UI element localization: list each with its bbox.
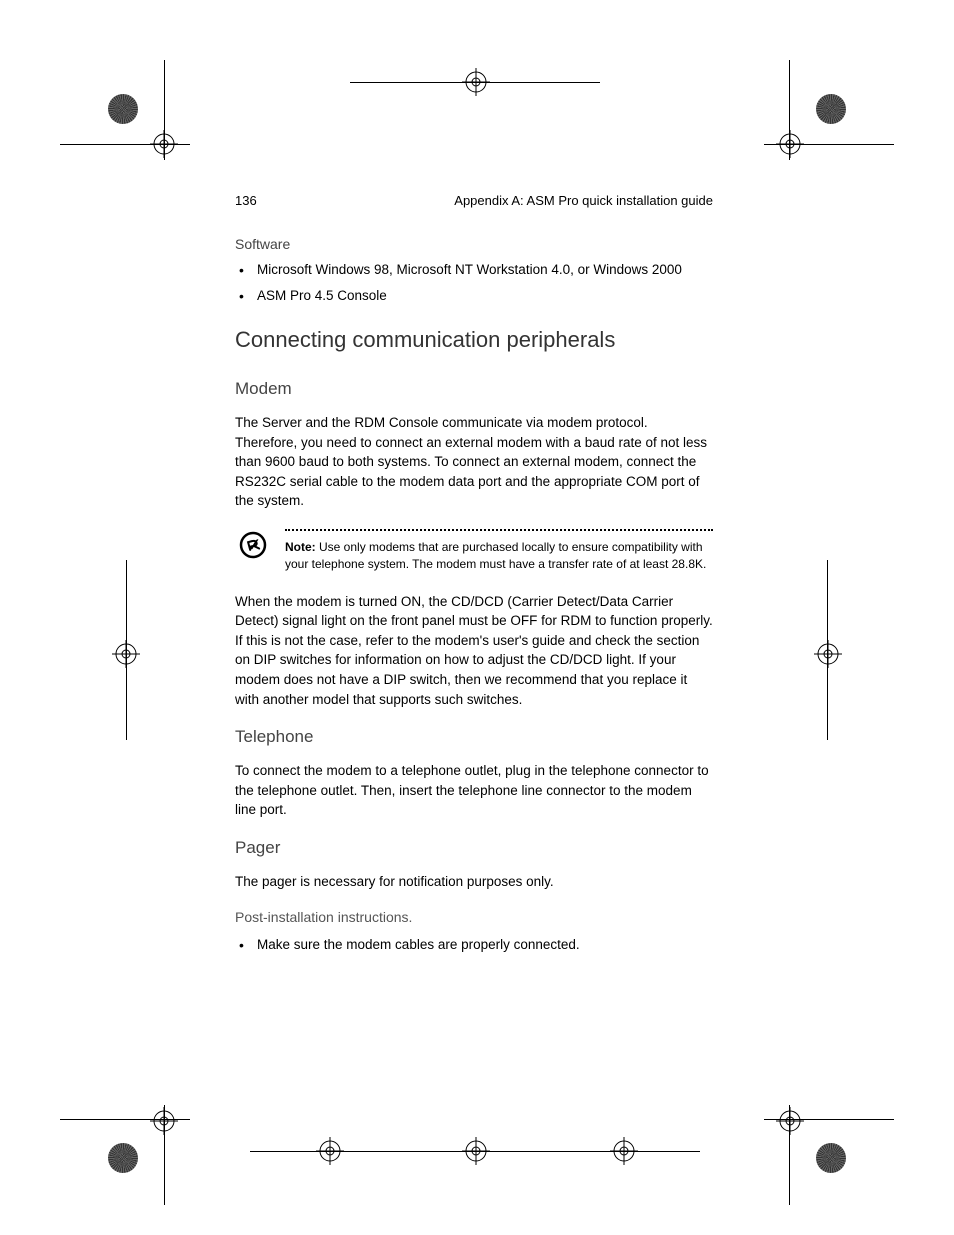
crop-line-icon [250,1151,700,1152]
list-item: Make sure the modem cables are properly … [257,935,713,955]
registration-mark-icon [814,640,842,668]
registration-mark-icon [150,130,178,158]
page-content: 136 Appendix A: ASM Pro quick installati… [235,193,713,977]
modem-para1: The Server and the RDM Console communica… [235,413,713,511]
note-block: ✓ Note: Use only modems that are purchas… [235,529,713,574]
post-install-heading: Post-installation instructions. [235,909,713,925]
print-mark-icon [108,1143,138,1173]
telephone-heading: Telephone [235,727,713,747]
software-heading: Software [235,236,713,252]
note-content: Note: Use only modems that are purchased… [285,529,713,574]
page-header: 136 Appendix A: ASM Pro quick installati… [235,193,713,208]
registration-mark-icon [150,1107,178,1135]
crop-line-icon [126,560,127,740]
list-item: ASM Pro 4.5 Console [257,286,713,306]
print-mark-icon [816,1143,846,1173]
main-heading: Connecting communication peripherals [235,327,713,353]
page-number: 136 [235,193,257,208]
svg-text:✓: ✓ [245,536,261,555]
crop-line-icon [350,82,600,83]
registration-mark-icon [776,130,804,158]
crop-line-icon [827,560,828,740]
modem-heading: Modem [235,379,713,399]
dashed-divider [285,529,713,531]
pager-heading: Pager [235,838,713,858]
modem-para2: When the modem is turned ON, the CD/DCD … [235,592,713,709]
note-icon: ✓ [235,529,285,574]
registration-mark-icon [776,1107,804,1135]
telephone-para: To connect the modem to a telephone outl… [235,761,713,820]
pager-para: The pager is necessary for notification … [235,872,713,892]
software-list: Microsoft Windows 98, Microsoft NT Works… [235,260,713,305]
post-install-list: Make sure the modem cables are properly … [235,935,713,955]
print-mark-icon [108,94,138,124]
list-item: Microsoft Windows 98, Microsoft NT Works… [257,260,713,280]
print-mark-icon [816,94,846,124]
header-title: Appendix A: ASM Pro quick installation g… [454,193,713,208]
note-text: Note: Use only modems that are purchased… [285,539,713,574]
